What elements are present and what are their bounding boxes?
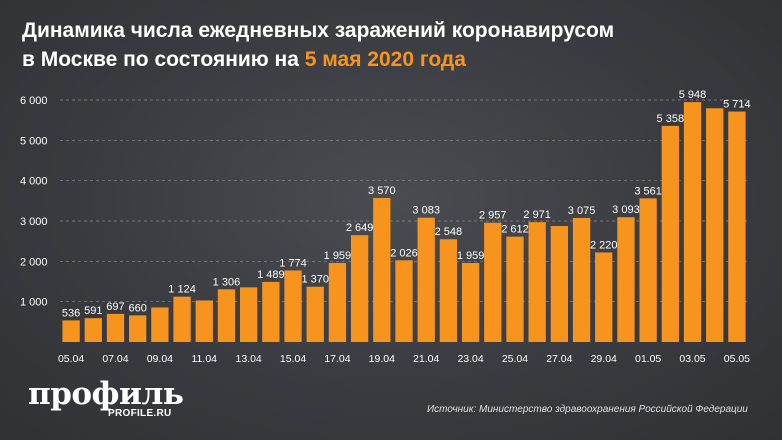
data-label: 591 [84, 305, 102, 317]
bar [528, 222, 546, 342]
profile-logo-url: PROFILE.RU [108, 408, 172, 419]
data-label: 5 948 [679, 89, 707, 101]
data-label: 536 [62, 307, 80, 319]
bar [550, 226, 569, 342]
data-label: 2 957 [479, 210, 507, 222]
bar [395, 260, 413, 342]
data-label: 1 774 [279, 257, 307, 269]
bar [683, 102, 702, 342]
bar [129, 315, 147, 342]
bar [661, 125, 679, 342]
y-tick-label: 5 000 [20, 135, 48, 147]
x-tick-label: 07.04 [102, 353, 128, 365]
bar [151, 307, 169, 342]
data-label: 5 358 [657, 113, 685, 125]
data-label: 5 714 [723, 99, 751, 111]
x-tick-label: 11.04 [192, 353, 218, 365]
x-tick-label: 25.04 [502, 353, 528, 365]
bar [572, 217, 591, 342]
bar [106, 313, 125, 342]
data-label: 1 959 [457, 250, 485, 262]
data-label: 1 959 [324, 250, 352, 262]
x-tick-label: 27.04 [546, 353, 572, 365]
data-label: 2 548 [435, 226, 463, 238]
x-tick-label: 05.04 [58, 353, 84, 365]
bar [350, 235, 369, 342]
bar [306, 286, 324, 342]
data-label: 2 026 [390, 247, 418, 259]
bar [217, 289, 236, 342]
data-label: 3 570 [368, 185, 396, 197]
bar [439, 239, 458, 342]
title-line-1: Динамика числа ежедневных заражений коро… [22, 19, 615, 42]
bar [173, 296, 191, 342]
bar [195, 300, 213, 342]
x-tick-label: 03.05 [679, 353, 705, 365]
y-tick-label: 4 000 [20, 176, 48, 188]
title-line-2: в Москве по состоянию на 5 мая 2020 года [22, 45, 614, 74]
data-label: 1 124 [168, 284, 196, 296]
x-tick-label: 09.04 [147, 353, 173, 365]
x-tick-label: 15.04 [280, 353, 306, 365]
bar [639, 198, 657, 342]
bar [484, 222, 502, 342]
y-tick-label: 1 000 [20, 297, 48, 309]
bar [62, 320, 80, 342]
x-tick-label: 19.04 [369, 353, 395, 365]
data-label: 2 649 [346, 222, 374, 234]
bar [506, 236, 524, 342]
x-tick-label: 13.04 [236, 353, 262, 365]
data-label: 3 083 [412, 205, 440, 217]
bar [617, 217, 635, 342]
data-label: 2 612 [501, 224, 529, 236]
data-label: 1 370 [301, 274, 329, 286]
y-tick-label: 2 000 [20, 256, 48, 268]
data-label: 697 [106, 301, 124, 313]
bar [84, 318, 102, 342]
bar [706, 108, 724, 342]
data-label: 2 220 [590, 239, 618, 251]
y-tick-label: 6 000 [20, 95, 48, 107]
data-label: 3 561 [634, 185, 662, 197]
data-label: 3 075 [568, 205, 596, 217]
bar [262, 281, 280, 342]
bar [328, 262, 347, 342]
y-tick-label: 3 000 [20, 216, 48, 228]
data-label: 1 489 [257, 269, 285, 281]
x-tick-label: 21.04 [413, 353, 439, 365]
data-label: 1 306 [213, 276, 241, 288]
x-tick-label: 17.04 [324, 353, 350, 365]
bar [417, 217, 435, 342]
bar [239, 287, 258, 342]
data-label: 3 093 [612, 204, 640, 216]
x-tick-label: 05.05 [724, 353, 750, 365]
data-label: 660 [128, 302, 146, 314]
bar [728, 111, 746, 342]
x-tick-label: 23.04 [457, 353, 483, 365]
bar [461, 262, 480, 342]
profile-logo: профиль [28, 376, 184, 412]
title-line-2-prefix: в Москве по состоянию на [22, 48, 305, 71]
bar [595, 252, 613, 342]
source-note: Источник: Министерство здравоохранения Р… [427, 404, 748, 415]
title-date-accent: 5 мая 2020 года [304, 48, 466, 71]
x-tick-label: 01.05 [635, 353, 661, 365]
bar [373, 198, 391, 342]
chart-title: Динамика числа ежедневных заражений коро… [22, 16, 614, 74]
x-tick-label: 29.04 [591, 353, 617, 365]
bar [284, 270, 302, 342]
data-label: 2 971 [523, 209, 551, 221]
